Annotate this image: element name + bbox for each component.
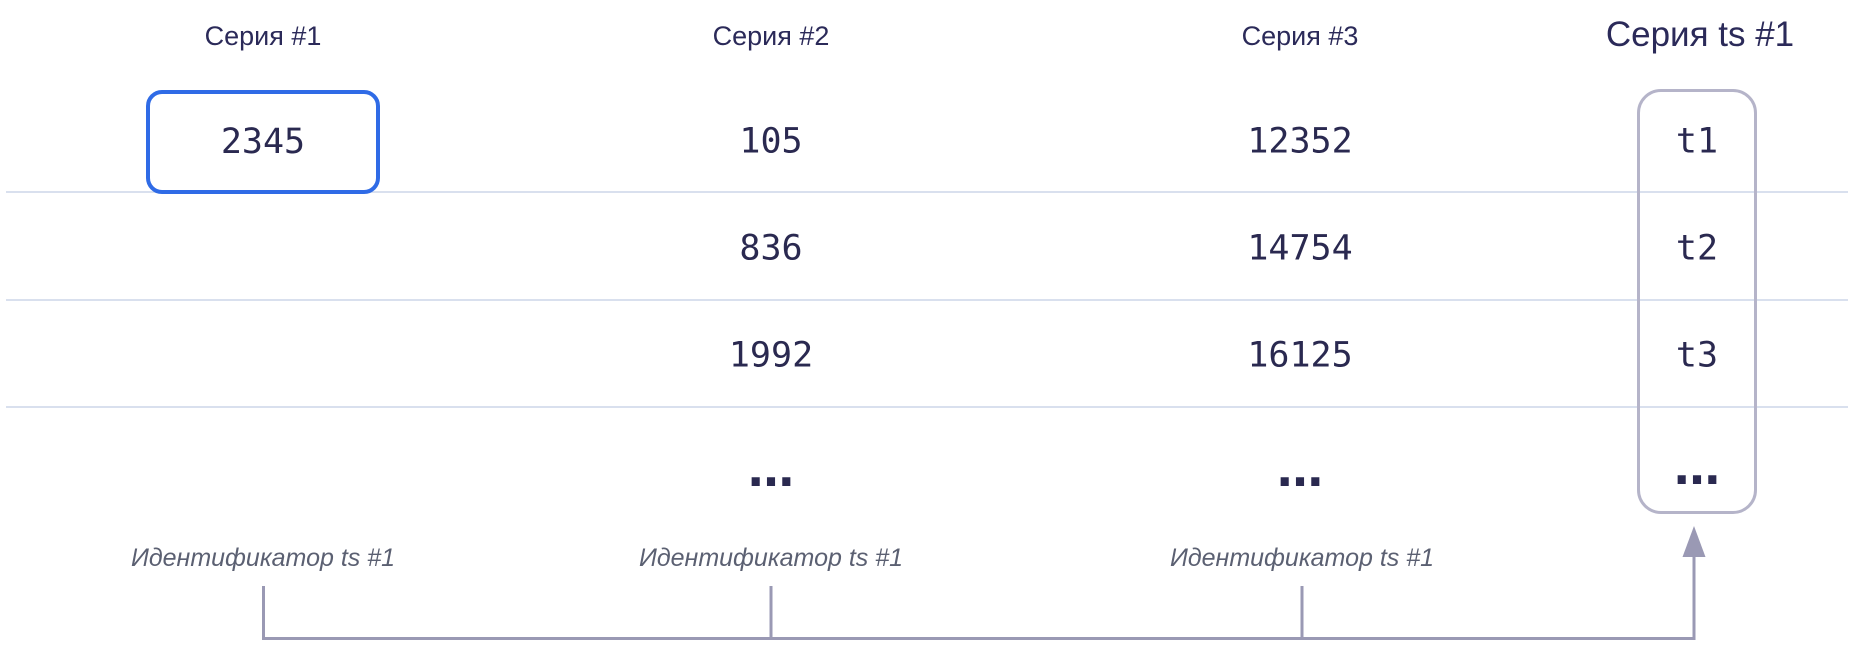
cell-series2-row1: 105 [739,121,803,162]
cell-series3-row2: 14754 [1247,228,1353,269]
row-separator-3 [6,406,1848,408]
cell-series3-ellipsis: … [1277,443,1323,497]
cell-ts-row2: t2 [1675,228,1719,269]
footnote-identifier-3: Идентификатор ts #1 [1169,544,1435,572]
column-header-series-3: Серия #3 [1241,21,1359,51]
cell-ts-ellipsis: … [1674,441,1720,495]
footnote-identifier-2: Идентификатор ts #1 [638,544,904,572]
footnote-identifier-1: Идентификатор ts #1 [130,544,396,572]
cell-ts-row3: t3 [1675,335,1719,376]
cell-series3-row3: 16125 [1247,335,1353,376]
row-separator-1 [6,191,1848,193]
cell-series2-row3: 1992 [728,335,814,376]
cell-series3-row1: 12352 [1247,121,1353,162]
highlighted-value-box: 2345 [146,90,380,194]
ts-column-outline [1637,89,1757,514]
cell-series1-row1: 2345 [220,121,306,162]
cell-series2-ellipsis: … [748,443,794,497]
column-header-series-ts: Серия ts #1 [1605,15,1795,54]
bracket-path [262,556,1696,640]
column-header-series-2: Серия #2 [712,21,830,51]
arrowhead-up-icon [1682,526,1706,557]
cell-ts-row1: t1 [1675,121,1719,162]
row-separator-2 [6,299,1848,301]
column-header-series-1: Серия #1 [204,21,322,51]
cell-series2-row2: 836 [739,228,803,269]
